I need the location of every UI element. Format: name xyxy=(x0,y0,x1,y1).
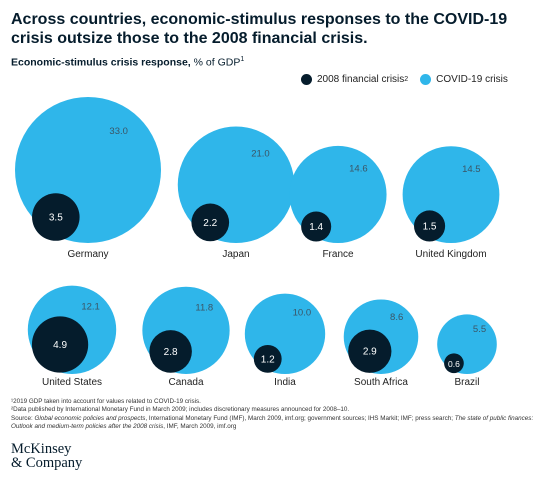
source-text-c: , IMF, March 2009, imf.org xyxy=(163,423,237,431)
legend-swatch-covid xyxy=(420,74,432,85)
gfc-value-label: 2.8 xyxy=(164,347,178,358)
bubble-chart: 33.03.5Germany21.02.2Japan14.61.4France1… xyxy=(15,97,500,388)
country-label: South Africa xyxy=(354,377,408,388)
bubble-group-south-africa: 8.6 2.9 South Africa xyxy=(343,299,419,388)
bubble-group-united-states: 12.1 4.9 United States xyxy=(27,285,117,388)
footnotes: ¹2019 GDP taken into account for values … xyxy=(11,398,541,432)
covid-value-label: 11.8 xyxy=(195,302,213,313)
country-label: Japan xyxy=(222,249,249,260)
gfc-bubble-canada xyxy=(149,330,192,373)
gfc-bubble-united-states xyxy=(31,316,89,373)
chart-subtitle: Economic-stimulus crisis response, % of … xyxy=(11,56,244,69)
legend-sup-2008: 2 xyxy=(404,76,409,83)
source-text-a: Source: xyxy=(11,414,35,422)
covid-value-label: 10.0 xyxy=(293,308,312,319)
bubble-group-germany: 33.0 3.5 Germany xyxy=(15,97,161,260)
covid-value-label: 8.6 xyxy=(390,312,403,323)
country-label: Brazil xyxy=(454,377,479,388)
source-note: Source: Global economic policies and pro… xyxy=(11,415,541,432)
bubble-group-canada: 11.8 2.8 Canada xyxy=(142,286,230,388)
gfc-value-label: 0.6 xyxy=(448,359,460,369)
legend-item-2008: 2008 financial crisis 2 xyxy=(301,74,408,85)
bubble-group-brazil: 5.5 0.6 Brazil xyxy=(437,314,497,388)
legend-swatch-2008 xyxy=(301,74,312,85)
gfc-value-label: 2.9 xyxy=(363,347,377,358)
legend-label-covid: COVID-19 crisis xyxy=(436,74,508,85)
gfc-value-label: 2.2 xyxy=(203,218,217,229)
source-text-b: , International Monetary Fund (IMF), Mar… xyxy=(145,414,455,422)
subtitle-bold: Economic-stimulus crisis response, xyxy=(11,56,191,69)
gfc-bubble-france xyxy=(301,211,332,242)
legend-label-2008: 2008 financial crisis xyxy=(317,74,405,85)
covid-value-label: 14.6 xyxy=(349,164,368,175)
gfc-bubble-brazil xyxy=(444,353,464,374)
chart-headline: Across countries, economic-stimulus resp… xyxy=(11,11,508,47)
gfc-value-label: 1.5 xyxy=(423,221,437,232)
footnote-1: ¹2019 GDP taken into account for values … xyxy=(11,398,201,405)
gfc-bubble-south-africa xyxy=(348,329,392,373)
covid-value-label: 33.0 xyxy=(109,126,128,137)
gfc-value-label: 1.4 xyxy=(309,222,323,233)
bubble-group-france: 14.6 1.4 France xyxy=(289,145,387,260)
country-label: United States xyxy=(42,377,102,388)
country-label: France xyxy=(322,249,354,260)
footnote-2: ²Data published by International Monetar… xyxy=(11,406,350,414)
gfc-bubble-japan xyxy=(191,203,230,242)
country-label: Canada xyxy=(168,377,203,388)
gfc-bubble-united-kingdom xyxy=(413,210,446,242)
gfc-value-label: 4.9 xyxy=(53,340,67,351)
subtitle-unit: % of GDP xyxy=(190,56,241,69)
source-title-b: The state of public finances: Outlook an… xyxy=(11,414,534,431)
logo-line-1: McKinsey xyxy=(11,441,72,457)
gfc-value-label: 1.2 xyxy=(261,354,275,365)
covid-value-label: 21.0 xyxy=(251,149,270,160)
logo-line-2: & Company xyxy=(11,455,83,471)
legend-item-covid: COVID-19 crisis xyxy=(420,74,508,85)
gfc-bubble-germany xyxy=(32,193,80,241)
covid-value-label: 12.1 xyxy=(81,301,100,312)
subtitle-footnote-ref: 1 xyxy=(240,56,245,63)
bubble-group-india: 10.0 1.2 India xyxy=(244,293,326,388)
bubble-group-japan: 21.0 2.2 Japan xyxy=(177,126,295,260)
mckinsey-logo: McKinsey & Company xyxy=(11,441,83,471)
country-label: United Kingdom xyxy=(415,249,486,260)
bubble-group-united-kingdom: 14.5 1.5 United Kingdom xyxy=(402,146,500,260)
source-title-a: Global economic policies and prospects xyxy=(34,414,146,422)
covid-value-label: 14.5 xyxy=(462,164,481,175)
gfc-bubble-india xyxy=(253,344,282,373)
country-label: Germany xyxy=(67,249,108,260)
legend: 2008 financial crisis 2 COVID-19 crisis xyxy=(301,74,520,85)
country-label: India xyxy=(274,377,296,388)
gfc-value-label: 3.5 xyxy=(49,213,63,224)
covid-value-label: 5.5 xyxy=(473,324,486,335)
